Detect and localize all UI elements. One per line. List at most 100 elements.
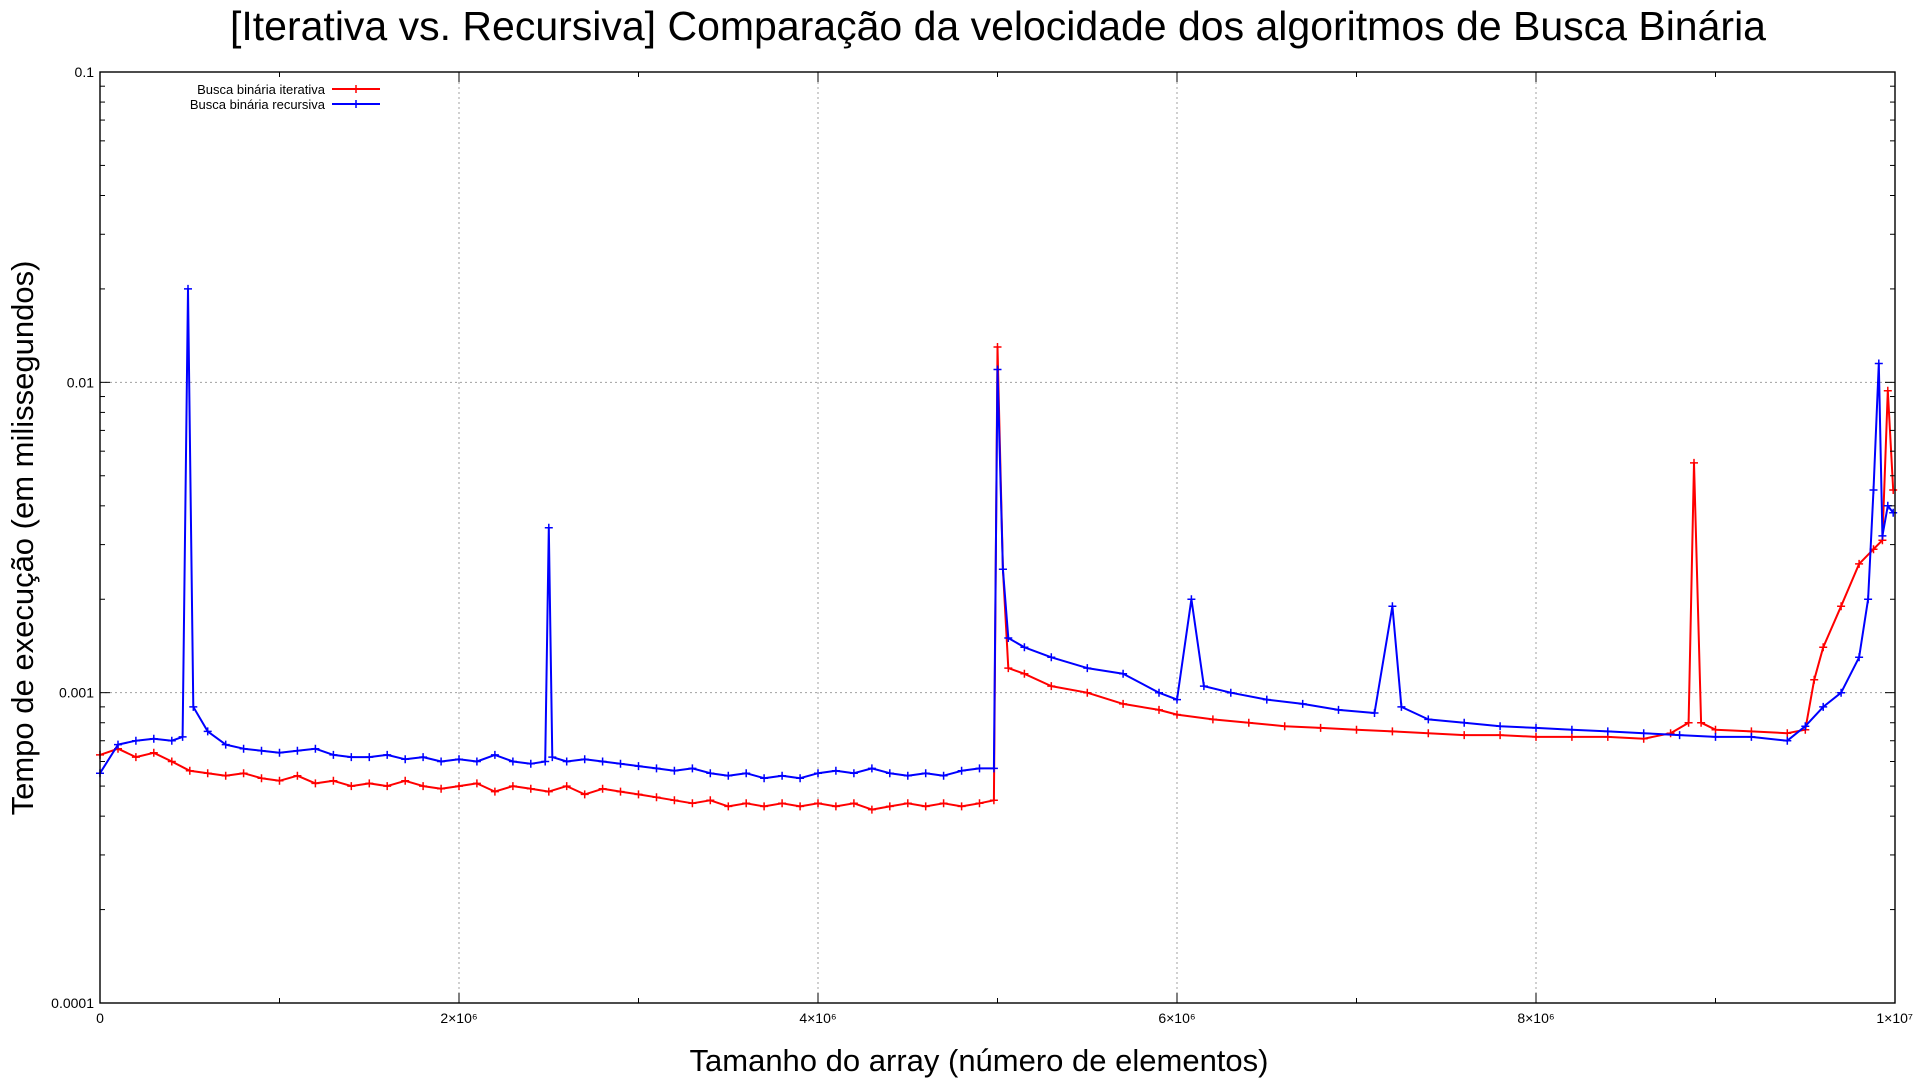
data-point [383,782,392,791]
data-point [598,757,607,766]
legend-entry: Busca binária iterativa [197,82,380,97]
data-point [975,799,984,808]
data-point [652,764,661,773]
data-point [1352,725,1361,734]
data-point [760,802,769,811]
data-point [1837,602,1846,611]
data-point [275,776,284,785]
series-1 [96,343,1898,814]
data-point [1397,702,1406,711]
data-point [1567,732,1576,741]
data-point [1711,732,1720,741]
data-point [1334,705,1343,714]
data-point [1783,736,1792,745]
data-point [778,771,787,780]
data-point [849,799,858,808]
data-point [1819,702,1828,711]
data-point [1083,688,1092,697]
data-point [419,753,428,762]
data-point [1819,643,1828,652]
data-point [347,782,356,791]
data-point [178,732,187,741]
data-point [149,734,158,743]
data-point [957,802,966,811]
data-point [1697,718,1706,727]
data-point [814,799,822,808]
data-point [939,799,948,808]
y-tick-label: 0.01 [67,374,94,390]
data-point [1460,718,1469,727]
data-point [114,740,122,749]
data-point [1532,723,1540,732]
data-point [1711,725,1720,734]
data-point [293,746,302,755]
data-point [1424,729,1433,738]
data-point [1173,710,1181,719]
data-point [189,702,198,711]
data-point [1889,486,1898,494]
data-point [490,750,499,759]
data-point [1837,688,1846,697]
data-point [742,769,751,778]
data-point [634,762,643,771]
data-point [365,779,374,788]
data-point [1889,508,1898,517]
legend-label: Busca binária recursiva [190,97,326,112]
data-point [1639,729,1648,738]
data-point [1747,732,1756,741]
data-point [1280,722,1289,731]
data-point [989,764,998,773]
data-point [221,740,230,749]
data-point [562,782,571,791]
data-point [1020,643,1029,652]
data-point [1675,731,1684,740]
data-point [329,776,338,785]
data-point [688,764,697,773]
data-point [203,727,212,736]
data-point [1869,486,1878,494]
data-point [742,799,751,808]
data-point [778,799,787,808]
data-point [1208,715,1217,724]
data-point [1496,731,1505,740]
data-point [541,757,550,766]
data-point [1004,634,1013,642]
data-point [1684,718,1693,727]
series-line [99,287,1894,780]
data-point [472,757,481,766]
data-point [239,769,248,778]
data-point [184,284,192,293]
data-point [1424,715,1433,724]
data-point [1004,664,1013,673]
data-point [1155,688,1163,697]
data-point [975,764,984,773]
data-point [1864,595,1873,604]
data-point [472,779,481,788]
data-point [526,784,535,793]
data-point [167,736,176,745]
data-point [670,766,679,775]
data-point [1874,359,1883,368]
data-point [544,787,553,796]
data-point [993,365,1002,374]
data-point [724,802,733,811]
data-point [921,769,930,778]
data-point [616,759,625,768]
data-point [1020,669,1029,678]
data-point [1666,729,1675,738]
data-point [1244,718,1253,727]
data-point [131,736,140,745]
data-point [957,766,966,775]
series-2 [96,284,1898,783]
data-point [131,753,140,762]
data-point [670,796,679,805]
legend-entry: Busca binária recursiva [190,97,380,112]
data-point [167,757,176,766]
data-point [1226,688,1235,697]
data-point [688,799,697,808]
data-point [616,787,625,796]
data-point [437,757,446,766]
grid-layer [100,72,1895,1003]
data-point [1173,695,1181,704]
y-tick-label: 0.0001 [51,995,94,1011]
